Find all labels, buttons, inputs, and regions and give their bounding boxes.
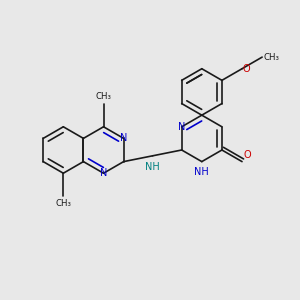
Text: CH₃: CH₃ [263,52,279,62]
Text: O: O [243,150,251,161]
Text: O: O [243,64,250,74]
Text: NH: NH [194,167,209,177]
Text: N: N [100,168,107,178]
Text: N: N [178,122,185,132]
Text: N: N [120,134,127,143]
Text: CH₃: CH₃ [95,92,112,101]
Text: CH₃: CH₃ [55,199,71,208]
Text: NH: NH [145,162,160,172]
